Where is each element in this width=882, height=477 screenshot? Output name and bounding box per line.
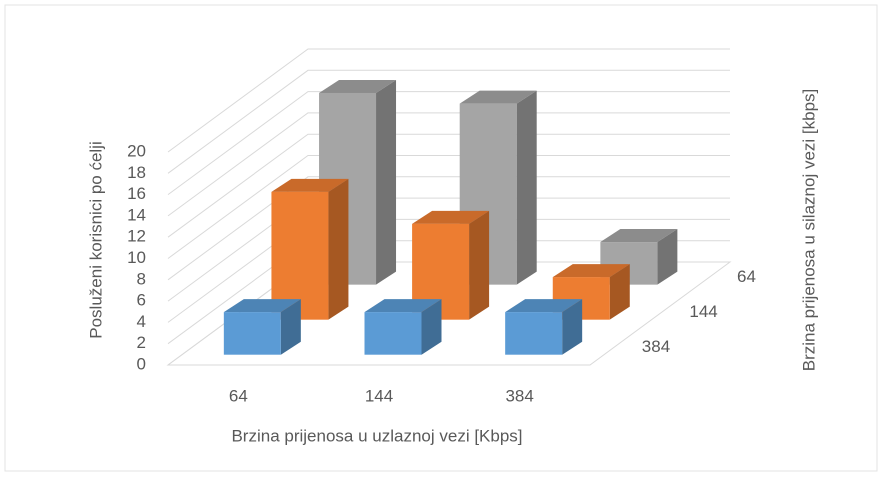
bar-side	[280, 299, 301, 355]
bar-top	[600, 229, 678, 243]
bar-side	[328, 178, 349, 320]
y-tick-label: 16	[127, 184, 146, 203]
bar-side	[657, 229, 678, 285]
bar-top	[459, 90, 537, 104]
grid-line	[167, 91, 730, 196]
y-tick-label: 20	[127, 141, 146, 160]
grid-line	[167, 176, 730, 281]
x-tick-label: 384	[505, 386, 533, 405]
bar-side	[609, 264, 630, 320]
bar	[223, 312, 281, 355]
x-tick-label: 64	[229, 386, 248, 405]
grid-line	[167, 69, 730, 174]
bar-top	[364, 299, 442, 313]
y-tick-label: 4	[137, 312, 146, 331]
grid-line	[167, 112, 730, 217]
y-tick-label: 0	[137, 354, 146, 373]
y-tick-label: 14	[127, 205, 146, 224]
bar	[505, 312, 563, 355]
x-tick-label: 144	[365, 386, 393, 405]
bar-top	[505, 299, 583, 313]
bar-side	[516, 90, 537, 285]
depth-tick-label: 384	[642, 337, 670, 356]
grid-line	[167, 133, 730, 238]
bar-top	[271, 178, 349, 192]
bar-side	[562, 299, 583, 355]
bar-top	[412, 210, 490, 224]
y-tick-label: 6	[137, 291, 146, 310]
bar-side	[421, 299, 442, 355]
depth-tick-label: 144	[689, 302, 717, 321]
bar-side	[469, 210, 490, 320]
bar	[271, 191, 329, 320]
bar-top	[552, 264, 630, 278]
y-tick-label: 12	[127, 227, 146, 246]
x-axis-title: Brzina prijenosa u uzlaznoj vezi [Kbps]	[231, 426, 522, 445]
y-tick-label: 18	[127, 163, 146, 182]
bar-top	[319, 79, 397, 93]
bar-side	[376, 79, 397, 285]
grid-line	[167, 155, 730, 259]
bar-top	[223, 299, 301, 313]
depth-tick-label: 64	[737, 267, 756, 286]
y-tick-label: 10	[127, 248, 146, 267]
grid-line	[167, 48, 730, 153]
y-tick-label: 8	[137, 269, 146, 288]
depth-axis-title: Brzina prijenosa u silaznoj vezi [kbps]	[799, 89, 818, 372]
bar	[364, 312, 422, 355]
y-axis-title: Posluženi korisnici po ćelji	[86, 141, 105, 338]
y-tick-label: 2	[137, 333, 146, 352]
